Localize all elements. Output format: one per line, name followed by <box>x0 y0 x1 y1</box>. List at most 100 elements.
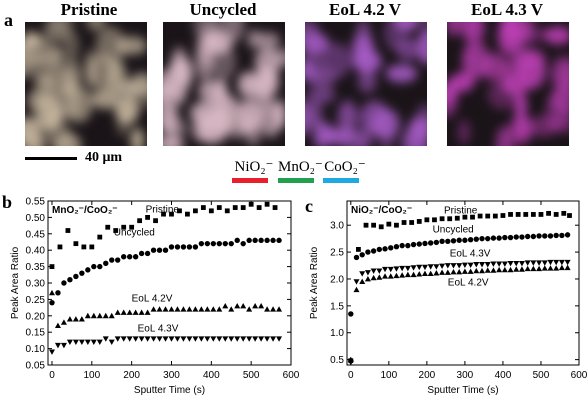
data-point <box>479 235 485 242</box>
data-point <box>272 205 278 210</box>
data-point <box>427 264 434 270</box>
data-point <box>252 302 259 309</box>
data-point <box>416 219 422 224</box>
image-title-eol-43: EoL 4.3 V <box>471 0 543 19</box>
data-point <box>558 259 565 266</box>
data-point <box>507 266 514 273</box>
data-point <box>224 208 230 214</box>
data-point <box>248 201 254 207</box>
data-point <box>524 233 531 240</box>
data-point <box>216 306 223 312</box>
data-point <box>409 220 415 225</box>
data-point <box>97 263 103 270</box>
data-point <box>490 261 497 267</box>
data-point <box>264 201 270 207</box>
data-point <box>507 260 514 267</box>
data-point <box>72 339 79 346</box>
data-point <box>120 309 127 315</box>
data-point <box>439 263 446 270</box>
data-point <box>444 263 451 269</box>
data-point <box>399 265 406 272</box>
y-axis-label: Peak Area Ratio <box>309 246 320 319</box>
data-point <box>542 233 548 239</box>
y-tick-label: 0.50 <box>26 213 46 224</box>
data-point <box>530 233 537 240</box>
data-point <box>180 306 187 312</box>
data-point <box>513 266 520 272</box>
data-point <box>477 213 483 219</box>
data-point <box>276 306 283 312</box>
data-point <box>97 234 103 240</box>
data-point <box>473 236 480 242</box>
data-point <box>564 264 571 271</box>
data-point <box>114 336 121 342</box>
data-point <box>210 336 217 342</box>
data-point <box>145 215 150 220</box>
data-point <box>382 266 389 273</box>
data-point <box>364 275 371 282</box>
data-point <box>450 268 457 275</box>
data-point <box>386 221 392 227</box>
data-point <box>410 265 417 271</box>
data-point <box>405 242 411 249</box>
data-point <box>485 213 491 219</box>
y-tick-label: 0.40 <box>26 246 46 257</box>
data-point <box>246 237 252 244</box>
data-point <box>359 278 366 285</box>
data-point <box>79 270 85 276</box>
data-point <box>240 302 247 309</box>
y-tick-label: 0.25 <box>26 295 46 306</box>
data-point <box>348 311 354 317</box>
panel-letter-c: c <box>305 196 313 216</box>
data-point <box>485 235 491 242</box>
data-point <box>204 306 211 312</box>
data-point <box>81 244 87 250</box>
legend-mno2-swatch <box>278 178 314 183</box>
series-label: Pristine <box>444 205 478 216</box>
data-point <box>121 224 127 230</box>
y-tick-label: 0.05 <box>26 361 46 372</box>
series-label: EoL 4.2V <box>132 294 173 305</box>
data-point <box>240 240 246 247</box>
data-point <box>547 259 554 266</box>
data-point <box>222 240 228 247</box>
data-point <box>456 237 462 243</box>
data-point <box>150 247 157 253</box>
data-point <box>439 269 446 275</box>
data-point <box>513 260 520 267</box>
y-tick-label: 0.15 <box>26 328 46 339</box>
series-label: Uncycled <box>433 225 474 236</box>
series-label: Uncycled <box>114 227 155 238</box>
data-point <box>126 309 133 315</box>
data-point <box>132 336 139 342</box>
data-point <box>49 299 55 306</box>
data-point <box>370 268 377 274</box>
data-point <box>264 237 270 244</box>
data-point <box>198 306 205 312</box>
data-point <box>150 336 157 342</box>
data-point <box>445 238 451 245</box>
scale-bar <box>25 157 77 160</box>
data-point <box>204 336 211 342</box>
data-point <box>108 339 115 346</box>
data-point <box>530 260 537 266</box>
data-point <box>73 241 79 247</box>
data-point <box>530 265 537 272</box>
data-point <box>200 205 206 210</box>
micrograph-eol-43 <box>447 22 569 146</box>
data-point <box>490 235 497 241</box>
data-point <box>276 237 282 244</box>
y-tick-label: 1.5 <box>330 301 344 312</box>
data-point <box>401 220 407 225</box>
data-point <box>61 280 67 286</box>
data-point <box>353 286 360 293</box>
data-point <box>240 336 247 342</box>
data-point <box>156 306 163 312</box>
chart-b: 0 100 200 300 400 500 600 0.05 0.10 0.15 0.20 0.25 0… <box>0 190 300 404</box>
data-point <box>502 234 508 241</box>
data-point <box>399 272 406 278</box>
data-point <box>410 271 417 278</box>
data-point <box>102 336 109 342</box>
data-point <box>240 205 246 210</box>
data-point <box>376 246 383 253</box>
